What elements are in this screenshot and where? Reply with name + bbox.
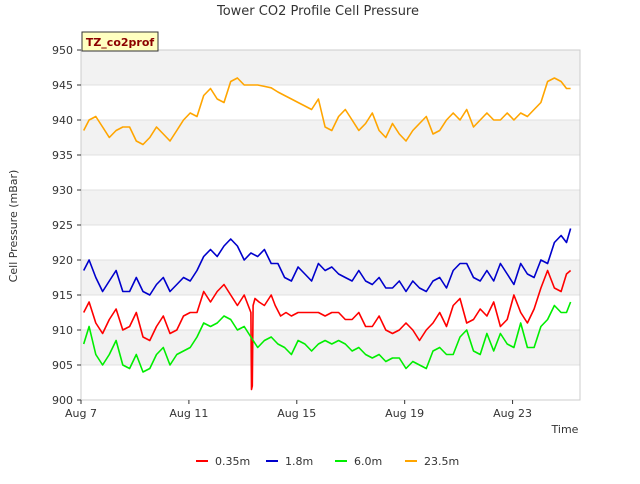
grid-band — [81, 50, 580, 85]
y-axis-label: Cell Pressure (mBar) — [7, 170, 20, 283]
x-axis-ticks: Aug 7 Aug 11 Aug 15 Aug 19 Aug 23 — [65, 400, 532, 420]
x-tick-label: Aug 19 — [385, 407, 424, 420]
series-line-1.8m — [82, 228, 572, 296]
grid-band — [81, 330, 580, 365]
y-tick-label: 935 — [52, 149, 73, 162]
grid-band — [81, 260, 580, 295]
series-line-23.5m — [82, 77, 571, 146]
y-tick-label: 930 — [52, 184, 73, 197]
y-tick-label: 920 — [52, 254, 73, 267]
grid-bands — [81, 50, 580, 365]
series-lines — [82, 77, 572, 391]
grid-band — [81, 120, 580, 155]
legend: 0.35m 1.8m 6.0m 23.5m — [196, 455, 459, 468]
site-label-box: TZ_co2prof — [81, 31, 159, 52]
x-tick-label: Aug 7 — [65, 407, 97, 420]
y-tick-label: 945 — [52, 79, 73, 92]
y-tick-label: 950 — [52, 44, 73, 57]
y-tick-label: 910 — [52, 324, 73, 337]
x-tick-label: Aug 15 — [277, 407, 316, 420]
legend-label: 1.8m — [285, 455, 313, 468]
y-tick-label: 940 — [52, 114, 73, 127]
site-label: TZ_co2prof — [86, 36, 155, 49]
legend-label: 0.35m — [215, 455, 250, 468]
legend-item: 6.0m — [335, 455, 382, 468]
x-tick-label: Aug 11 — [169, 407, 208, 420]
series-line-6.0m — [82, 301, 572, 373]
legend-item: 1.8m — [266, 455, 313, 468]
legend-label: 6.0m — [354, 455, 382, 468]
grid-band — [81, 190, 580, 225]
x-tick-label: Aug 23 — [493, 407, 532, 420]
y-tick-label: 915 — [52, 289, 73, 302]
chart-title: Tower CO2 Profile Cell Pressure — [216, 4, 419, 19]
legend-item: 23.5m — [405, 455, 459, 468]
legend-item: 0.35m — [196, 455, 250, 468]
y-axis-ticks: 900 905 910 915 920 925 930 935 940 945 950 — [52, 44, 81, 407]
legend-label: 23.5m — [424, 455, 459, 468]
y-tick-label: 925 — [52, 219, 73, 232]
y-tick-label: 900 — [52, 394, 73, 407]
x-axis-label: Time — [551, 423, 579, 436]
y-tick-label: 905 — [52, 359, 73, 372]
series-line-0.35m — [82, 269, 572, 391]
